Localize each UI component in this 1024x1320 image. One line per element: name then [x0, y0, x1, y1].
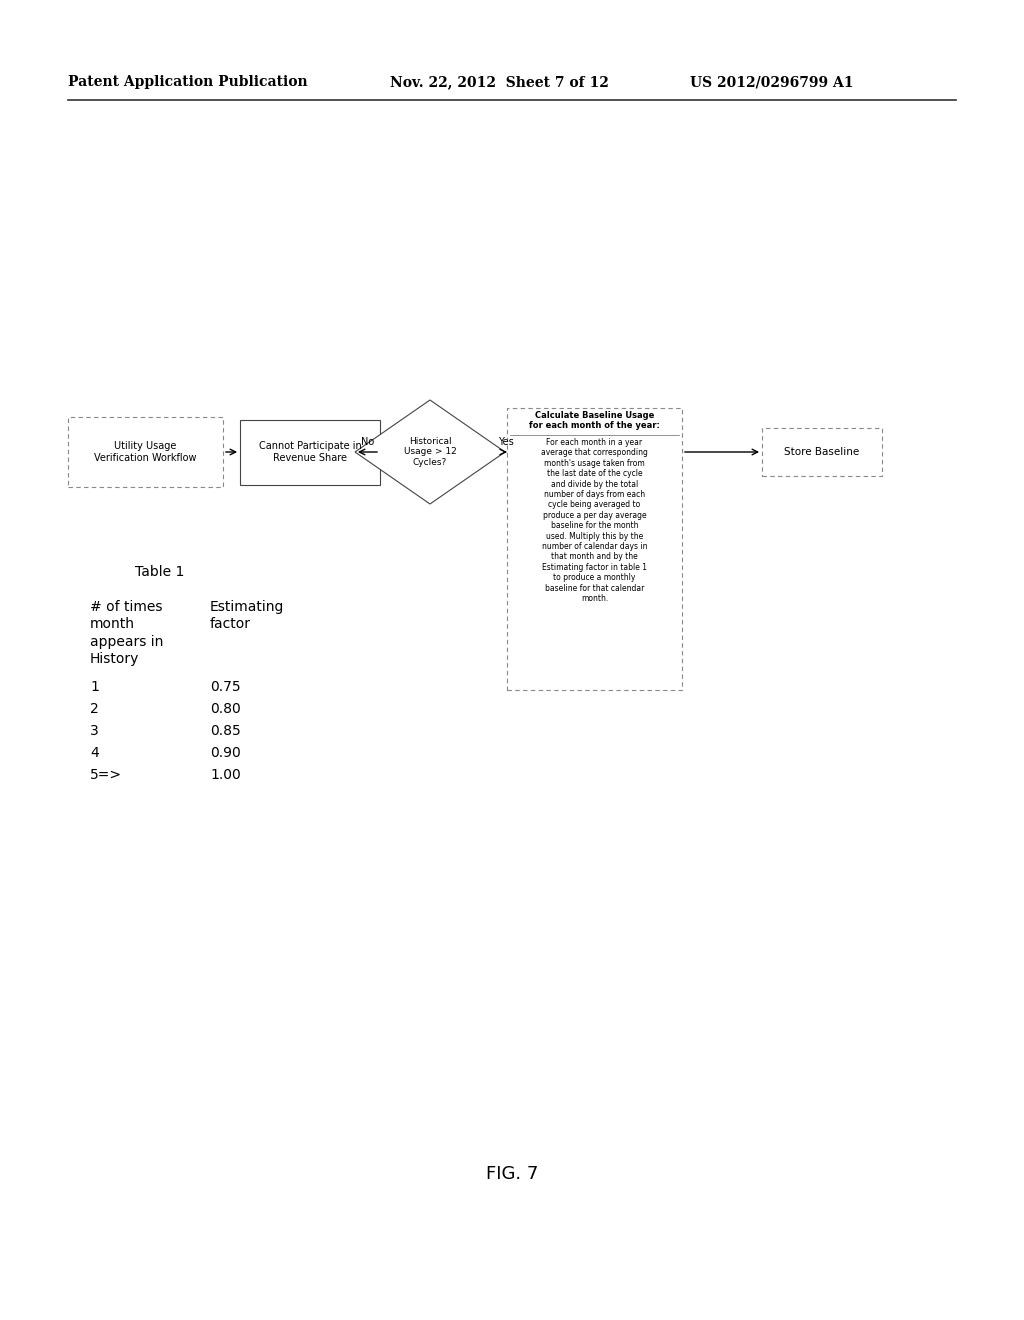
Text: Estimating
factor: Estimating factor: [210, 601, 285, 631]
Text: 1.00: 1.00: [210, 768, 241, 781]
Text: FIG. 7: FIG. 7: [485, 1166, 539, 1183]
FancyBboxPatch shape: [240, 420, 380, 484]
Text: 0.75: 0.75: [210, 680, 241, 694]
Text: 2: 2: [90, 702, 98, 715]
Text: Table 1: Table 1: [135, 565, 184, 579]
Text: 0.80: 0.80: [210, 702, 241, 715]
Text: 3: 3: [90, 723, 98, 738]
Text: Utility Usage
Verification Workflow: Utility Usage Verification Workflow: [94, 441, 197, 463]
Text: 4: 4: [90, 746, 98, 760]
FancyBboxPatch shape: [507, 408, 682, 690]
Text: # of times
month
appears in
History: # of times month appears in History: [90, 601, 164, 665]
FancyBboxPatch shape: [762, 428, 882, 477]
Text: 0.90: 0.90: [210, 746, 241, 760]
Text: US 2012/0296799 A1: US 2012/0296799 A1: [690, 75, 853, 88]
Text: Nov. 22, 2012  Sheet 7 of 12: Nov. 22, 2012 Sheet 7 of 12: [390, 75, 609, 88]
Text: For each month in a year
average that corresponding
month's usage taken from
the: For each month in a year average that co…: [541, 438, 648, 603]
Text: 0.85: 0.85: [210, 723, 241, 738]
Polygon shape: [355, 400, 505, 504]
Text: Store Baseline: Store Baseline: [784, 447, 859, 457]
Text: Patent Application Publication: Patent Application Publication: [68, 75, 307, 88]
FancyBboxPatch shape: [68, 417, 223, 487]
Text: Yes: Yes: [498, 437, 514, 447]
Text: 1: 1: [90, 680, 99, 694]
Text: Calculate Baseline Usage
for each month of the year:: Calculate Baseline Usage for each month …: [529, 411, 659, 430]
Text: Cannot Participate in
Revenue Share: Cannot Participate in Revenue Share: [259, 441, 361, 463]
Text: No: No: [360, 437, 374, 447]
Text: 5=>: 5=>: [90, 768, 122, 781]
Text: Historical
Usage > 12
Cycles?: Historical Usage > 12 Cycles?: [403, 437, 457, 467]
